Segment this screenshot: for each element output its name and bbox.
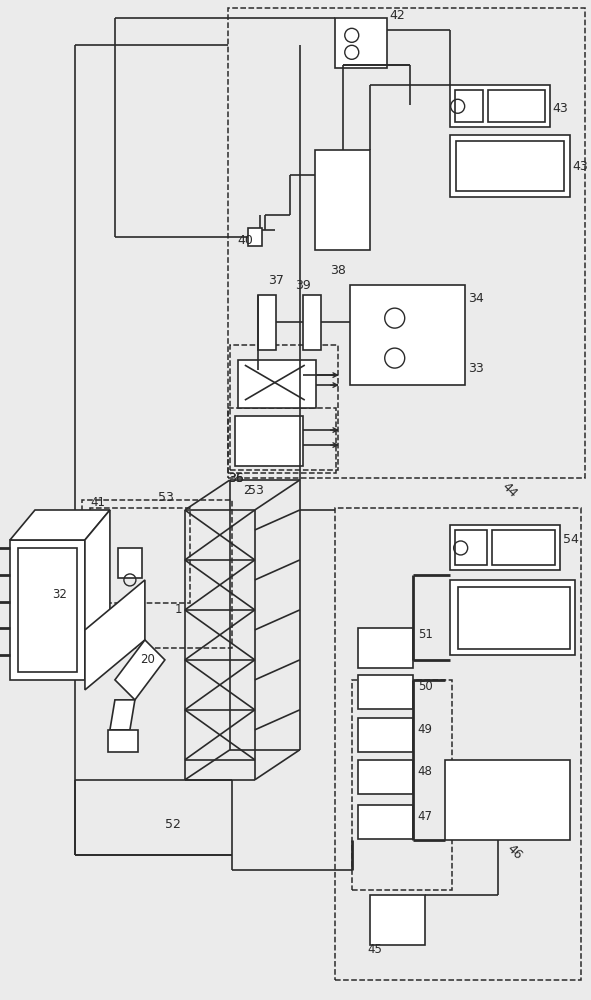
Bar	[450, 85, 550, 127]
Bar	[228, 408, 336, 473]
Text: 41: 41	[90, 496, 105, 509]
Bar	[82, 500, 232, 648]
Bar	[450, 580, 574, 655]
Bar	[118, 548, 142, 578]
Text: 49: 49	[418, 723, 433, 736]
Bar	[492, 530, 554, 565]
Polygon shape	[18, 548, 77, 672]
Polygon shape	[10, 540, 85, 680]
Polygon shape	[10, 510, 110, 540]
Bar	[228, 8, 584, 478]
Text: 51: 51	[418, 628, 433, 641]
Bar	[352, 680, 452, 890]
Bar	[108, 730, 138, 752]
Text: 46: 46	[505, 842, 525, 862]
Text: 2: 2	[243, 484, 251, 497]
Bar	[358, 628, 413, 668]
Text: 1: 1	[175, 603, 183, 616]
Polygon shape	[110, 700, 135, 730]
Bar	[238, 360, 316, 408]
Text: 53: 53	[158, 491, 174, 504]
Text: 43: 43	[573, 160, 589, 173]
Bar	[303, 295, 321, 350]
Text: 53: 53	[248, 484, 264, 497]
Bar	[370, 895, 425, 945]
Bar	[488, 90, 545, 122]
Text: 52: 52	[165, 818, 181, 831]
Text: 54: 54	[563, 533, 579, 546]
Text: 47: 47	[418, 810, 433, 823]
Bar	[235, 416, 303, 466]
Bar	[335, 18, 387, 68]
Text: 48: 48	[418, 765, 433, 778]
Text: 36: 36	[228, 472, 243, 485]
Text: 35: 35	[228, 472, 243, 485]
Text: 32: 32	[52, 588, 67, 601]
Bar	[358, 805, 413, 839]
Bar	[335, 508, 580, 980]
Bar	[457, 587, 570, 649]
Bar	[454, 530, 486, 565]
Bar	[450, 525, 560, 570]
Text: 34: 34	[467, 292, 483, 305]
Bar	[358, 675, 413, 709]
Bar	[248, 228, 262, 246]
Text: 39: 39	[295, 279, 310, 292]
Bar	[230, 345, 338, 470]
Bar	[315, 150, 370, 250]
Text: 38: 38	[330, 264, 346, 277]
Text: 20: 20	[140, 653, 155, 666]
Text: 50: 50	[418, 680, 433, 693]
Text: 43: 43	[553, 102, 569, 115]
Bar	[358, 760, 413, 794]
Text: 37: 37	[268, 274, 284, 287]
Bar	[444, 760, 570, 840]
Bar	[350, 285, 465, 385]
Bar	[358, 718, 413, 752]
Text: 44: 44	[499, 480, 520, 500]
Bar	[454, 90, 483, 122]
Bar	[90, 508, 190, 603]
Bar	[456, 141, 564, 191]
Text: 45: 45	[368, 943, 382, 956]
Text: 40: 40	[238, 234, 254, 247]
Polygon shape	[115, 640, 165, 700]
Polygon shape	[85, 510, 110, 680]
Text: 33: 33	[467, 362, 483, 375]
Text: 42: 42	[389, 9, 405, 22]
Polygon shape	[85, 580, 145, 690]
Bar	[258, 295, 276, 350]
Bar	[450, 135, 570, 197]
